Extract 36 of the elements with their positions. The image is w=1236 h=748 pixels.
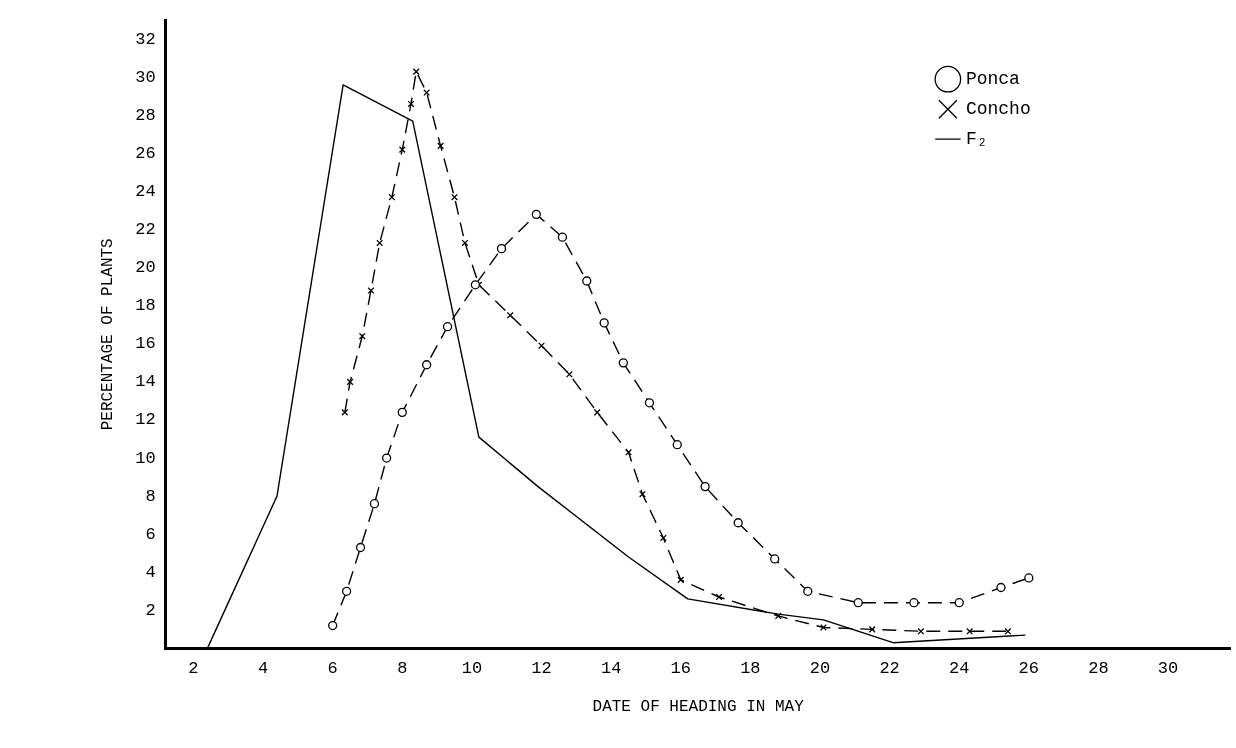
y-tick-label: 16 bbox=[135, 334, 156, 354]
y-tick-label: 12 bbox=[135, 410, 156, 430]
y-tick-label: 24 bbox=[135, 182, 156, 202]
x-tick-label: 30 bbox=[1157, 659, 1179, 679]
y-axis-title: PERCENTAGE OF PLANTS bbox=[98, 238, 117, 431]
x-tick-label: 12 bbox=[531, 659, 552, 679]
x-tick-label: 10 bbox=[461, 659, 483, 679]
x-tick-label: 16 bbox=[670, 659, 691, 679]
x-tick-label: 20 bbox=[809, 659, 831, 679]
legend-label: F₂ bbox=[965, 128, 988, 149]
x-tick-label: 6 bbox=[327, 659, 338, 679]
y-tick-label: 20 bbox=[135, 258, 156, 278]
y-tick-label: 8 bbox=[145, 486, 156, 506]
y-tick-label: 30 bbox=[135, 67, 156, 87]
y-tick-label: 14 bbox=[135, 372, 156, 392]
y-tick-label: 26 bbox=[135, 143, 156, 163]
y-tick-label: 32 bbox=[135, 29, 156, 49]
y-tick-label: 2 bbox=[145, 600, 156, 620]
y-tick-label: 18 bbox=[135, 296, 156, 316]
y-tick-label: 22 bbox=[135, 220, 156, 240]
y-tick-label: 4 bbox=[145, 562, 156, 582]
x-tick-label: 28 bbox=[1088, 659, 1109, 679]
x-tick-label: 2 bbox=[188, 659, 199, 679]
x-tick-label: 14 bbox=[600, 659, 622, 679]
x-tick-label: 8 bbox=[397, 659, 408, 679]
x-tick-label: 4 bbox=[257, 659, 269, 679]
legend-label: Ponca bbox=[965, 68, 1021, 89]
y-tick-label: 28 bbox=[135, 105, 156, 125]
x-tick-label: 22 bbox=[879, 659, 900, 679]
x-tick-label: 24 bbox=[949, 659, 970, 679]
y-tick-label: 10 bbox=[135, 448, 156, 468]
x-tick-label: 26 bbox=[1018, 659, 1040, 679]
x-tick-label: 18 bbox=[740, 659, 761, 679]
y-tick-label: 6 bbox=[145, 524, 156, 544]
legend-label: Concho bbox=[965, 98, 1031, 119]
x-axis-title: DATE OF HEADING IN MAY bbox=[592, 697, 805, 716]
